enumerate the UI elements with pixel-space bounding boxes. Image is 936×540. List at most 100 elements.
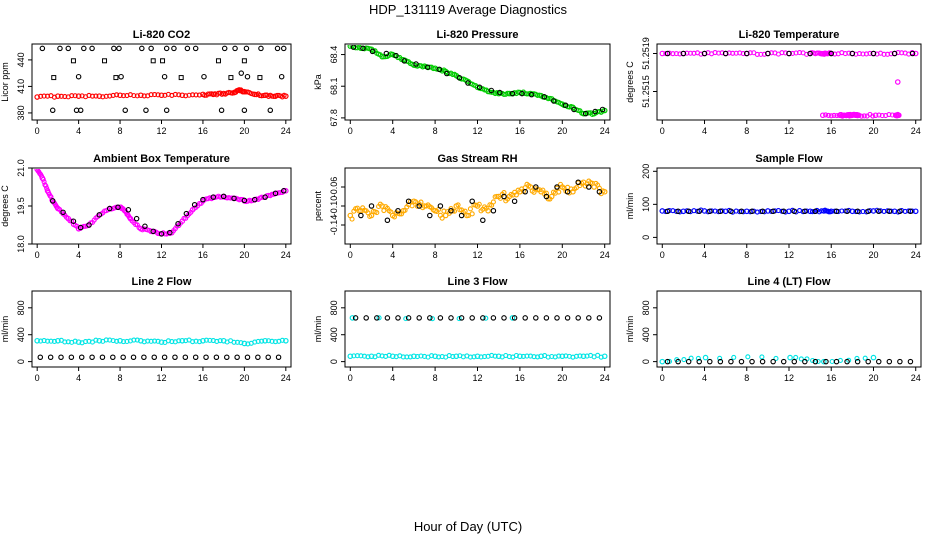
y-tick-label: 400 [641,327,651,342]
y-axis-label: kPa [313,74,323,90]
data-point [238,340,244,346]
data-point [894,79,901,85]
data-point [849,50,856,57]
x-tick-label: 4 [390,250,395,260]
data-point [395,315,401,321]
x-tick-label: 8 [744,373,749,383]
data-point [870,208,877,214]
data-point [163,107,170,114]
data-point [861,113,867,119]
y-tick-label: -0.06 [329,177,339,198]
data-point [688,355,694,361]
data-point [562,102,569,108]
x-tick-label: 16 [198,373,208,383]
y-axis-label: ml/min [625,193,635,220]
x-tick-label: 20 [239,126,249,136]
x-tick-label: 24 [281,126,291,136]
x-tick-label: 12 [472,373,482,383]
y-axis-label: ml/min [313,316,323,343]
data-point [586,184,592,190]
data-point [717,355,723,361]
x-tick-label: 12 [784,250,794,260]
data-point [360,45,366,51]
y-tick-label: 68.4 [329,46,339,64]
data-point [183,210,190,217]
data-point [480,315,486,321]
data-point [907,358,914,365]
data-point [598,354,604,360]
panel-title: Gas Stream RH [437,153,517,165]
data-point [179,337,186,344]
data-point [483,205,489,211]
x-tick-label: 8 [744,250,749,260]
x-tick-label: 0 [348,250,353,260]
data-point [251,196,258,203]
data-point [436,66,443,73]
data-point [828,113,834,119]
data-point [681,357,687,363]
y-tick-label: 800 [16,300,26,315]
panel-9: Line 4 (LT) Flow ml/min 0 4 8 12 16 20 24 0 400 800 [625,276,922,383]
data-point [490,315,497,321]
data-point [388,209,394,215]
data-point [780,358,787,365]
x-tick-label: 20 [868,126,878,136]
y-tick-label: 100 [641,197,651,212]
y-axis-label: ml/min [0,316,10,343]
panel-title: Line 4 (LT) Flow [748,276,831,288]
data-point [467,206,473,212]
data-point [213,354,220,360]
data-point [81,45,87,52]
data-point [176,338,182,344]
data-point [175,220,181,227]
data-point [457,207,463,213]
data-point [867,50,873,56]
y-tick-label: 0 [641,235,651,240]
x-tick-label: 0 [660,126,665,136]
data-point [391,214,398,220]
data-point [349,315,356,321]
x-tick-label: 0 [348,373,353,383]
data-point [759,358,766,365]
panel-title: Li-820 Pressure [437,29,519,41]
data-point [596,315,603,321]
panel-title: Li-820 Temperature [739,29,840,41]
data-point [177,220,184,226]
data-point [178,75,184,81]
data-point [70,58,76,64]
data-point [770,208,776,215]
data-point [272,190,279,197]
data-point [807,50,813,57]
data-point [384,217,391,224]
data-point [34,337,40,344]
data-point [571,106,577,113]
data-point [685,208,692,215]
x-tick-label: 24 [911,126,921,136]
data-point [217,194,223,200]
x-tick-label: 20 [557,373,567,383]
data-point [773,355,779,362]
data-point [265,354,271,360]
data-point [47,354,54,360]
x-tick-label: 12 [472,126,482,136]
data-point [232,45,238,52]
data-point [659,358,666,365]
x-tick-label: 0 [660,250,665,260]
data-layer [34,169,289,237]
data-point [192,45,199,52]
panel-7: Line 2 Flow ml/min 0 4 8 12 16 20 24 0 400 800 [0,276,292,383]
data-point [659,50,666,57]
data-point [865,208,871,215]
x-tick-label: 16 [826,250,836,260]
data-point [592,108,598,115]
data-point [497,89,503,96]
data-point [413,61,419,67]
data-point [130,354,137,360]
data-point [40,176,46,182]
y-tick-label: 800 [641,300,651,315]
data-point [63,214,70,220]
data-point [728,208,734,215]
panel-title: Li-820 CO2 [133,29,190,41]
y-tick-label: 68.1 [329,77,339,95]
